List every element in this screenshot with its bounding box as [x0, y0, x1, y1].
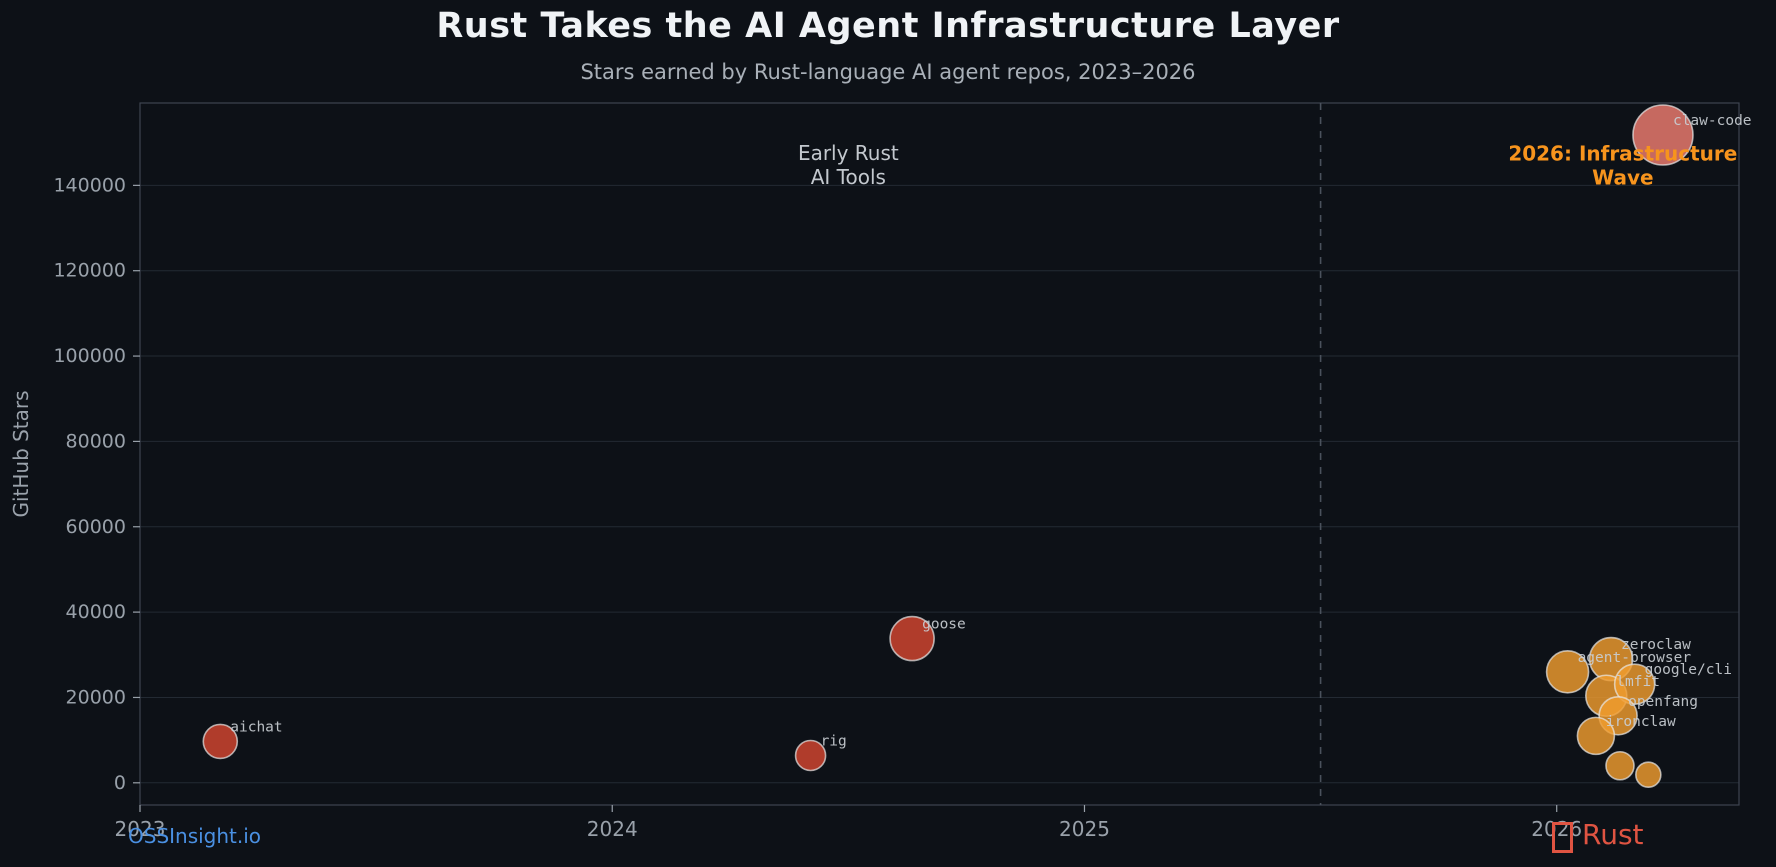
bubble-point — [1635, 761, 1662, 789]
bubble-rig — [794, 739, 827, 772]
x-tick-label: 2026 — [1531, 817, 1582, 841]
y-tick-label: 140000 — [53, 174, 126, 196]
bubble-google/cli — [1613, 663, 1656, 706]
bubble-label: ironclaw — [1606, 714, 1676, 730]
bubble-label: rig — [821, 733, 847, 749]
x-tick-label: 2025 — [1059, 817, 1110, 841]
source-link[interactable]: OSSInsight.io — [128, 824, 262, 848]
crab-icon — [1552, 822, 1573, 853]
y-tick-label: 20000 — [66, 686, 126, 708]
bubble-label: google/cli — [1645, 662, 1732, 678]
y-tick-label: 120000 — [53, 260, 126, 282]
plot-border — [139, 102, 1740, 806]
y-tick-label: 80000 — [66, 430, 126, 452]
bubble-label: aichat — [230, 719, 282, 735]
bubble-label: agent-browser — [1578, 650, 1692, 666]
y-tick-label: 40000 — [66, 601, 126, 623]
chart-title: Rust Takes the AI Agent Infrastructure L… — [436, 6, 1340, 46]
bubble-label: lmfit — [1616, 674, 1660, 690]
bubble-label: zeroclaw — [1621, 637, 1691, 653]
bubble-goose — [889, 615, 935, 662]
y-tick-label: 0 — [114, 772, 126, 794]
bubble-agent-browser — [1545, 650, 1590, 694]
annotation-wave-era: 2026: Infrastructure Wave — [1508, 142, 1737, 190]
bubble-label: openfang — [1628, 694, 1698, 710]
y-tick-label: 60000 — [66, 516, 126, 538]
y-axis-title: GitHub Stars — [9, 390, 33, 517]
bubble-ironclaw — [1576, 716, 1616, 756]
annotation-early-era: Early Rust AI Tools — [798, 141, 899, 189]
x-tick-label: 2023 — [115, 817, 166, 841]
bubble-claw-code — [1632, 104, 1694, 166]
y-tick-label: 100000 — [53, 345, 126, 367]
rust-brand: Rust — [1552, 816, 1644, 853]
bubble-label: goose — [922, 617, 966, 633]
rust-brand-label: Rust — [1582, 818, 1644, 851]
bubble-point — [1605, 750, 1635, 781]
chart-subtitle: Stars earned by Rust-language AI agent r… — [580, 60, 1196, 84]
bubble-aichat — [202, 723, 239, 760]
bubble-label: claw-code — [1673, 113, 1752, 129]
x-tick-label: 2024 — [587, 817, 638, 841]
